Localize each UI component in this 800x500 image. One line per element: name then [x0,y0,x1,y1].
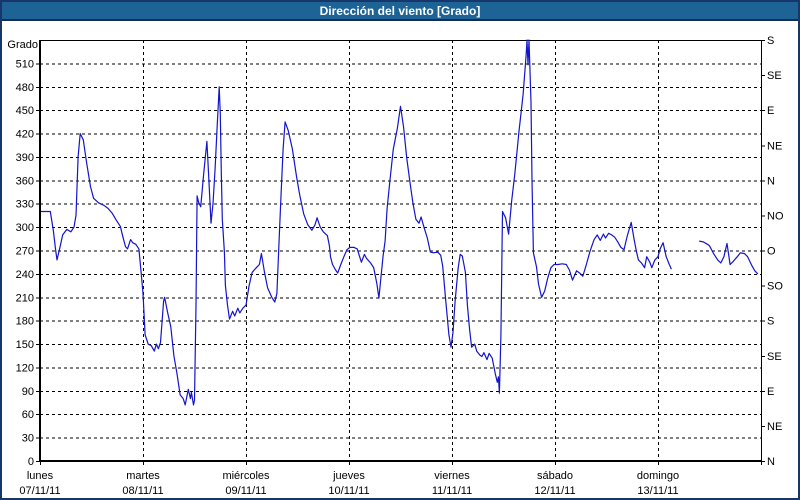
y-axis-tick-label: 480 [16,82,34,94]
title-bar: Dirección del viento [Grado] [2,2,798,21]
y-axis-tick-label: 150 [16,339,34,351]
y-axis-tick-label: 510 [16,58,34,70]
x-axis-day-label: lunes [27,470,54,482]
x-axis-date-label: 09/11/11 [225,485,266,497]
compass-label: E [767,105,774,117]
x-axis-day-label: sábado [537,470,573,482]
compass-label: NO [767,210,784,222]
y-axis-tick-label: 30 [22,433,34,445]
compass-label: SE [767,351,782,363]
y-axis-tick-label: 330 [16,199,34,211]
compass-label: E [767,386,774,398]
x-axis-day-label: martes [126,470,160,482]
y-axis-tick-label: 300 [16,222,34,234]
chart-area: 0 30 60 90 120 150 180 210 240 270 300 330 360 390 420… [2,23,798,498]
y-axis-tick-label: 0 [28,456,34,468]
y-axis-tick-label: 420 [16,129,34,141]
window-title: Dirección del viento [Grado] [319,4,481,18]
x-axis-date-label: 12/11/11 [534,485,575,497]
y-axis-tick-label: 360 [16,175,34,187]
compass-label: N [767,456,775,468]
compass-label: S [767,35,774,47]
plot-svg: 0 30 60 90 120 150 180 210 240 270 300 330 360 390 420… [7,35,784,497]
y-axis-tick-label: 210 [16,292,34,304]
y-axis-tick-label: 450 [16,105,34,117]
x-axis-date-label: 08/11/11 [122,485,163,497]
y-axis-tick-label: 180 [16,316,34,328]
x-axis-day-label: miércoles [222,470,270,482]
y-axis-tick-label: 90 [22,386,34,398]
compass-label: NE [767,421,782,433]
wind-direction-line [699,240,759,275]
y-axis-unit-label: Grado [7,39,38,51]
x-axis-day-label: jueves [332,470,365,482]
compass-label: NE [767,140,782,152]
y-axis-tick-label: 60 [22,409,34,421]
compass-label: N [767,175,775,187]
compass-label: SE [767,70,782,82]
x-axis-date-label: 10/11/11 [328,485,369,497]
y-axis-tick-label: 120 [16,362,34,374]
x-axis-day-label: viernes [434,470,470,482]
y-axis-tick-label: 390 [16,152,34,164]
y-axis-tick-label: 270 [16,246,34,258]
x-axis-day-label: domingo [637,470,679,482]
x-axis-date-label: 07/11/11 [19,485,60,497]
y-axis-tick-label: 240 [16,269,34,281]
compass-label: SO [767,281,783,293]
compass-label: O [767,246,776,258]
x-axis-date-label: 11/11/11 [432,485,472,497]
wind-direction-line [41,39,672,406]
x-axis-date-label: 13/11/11 [637,485,678,497]
compass-label: S [767,316,774,328]
